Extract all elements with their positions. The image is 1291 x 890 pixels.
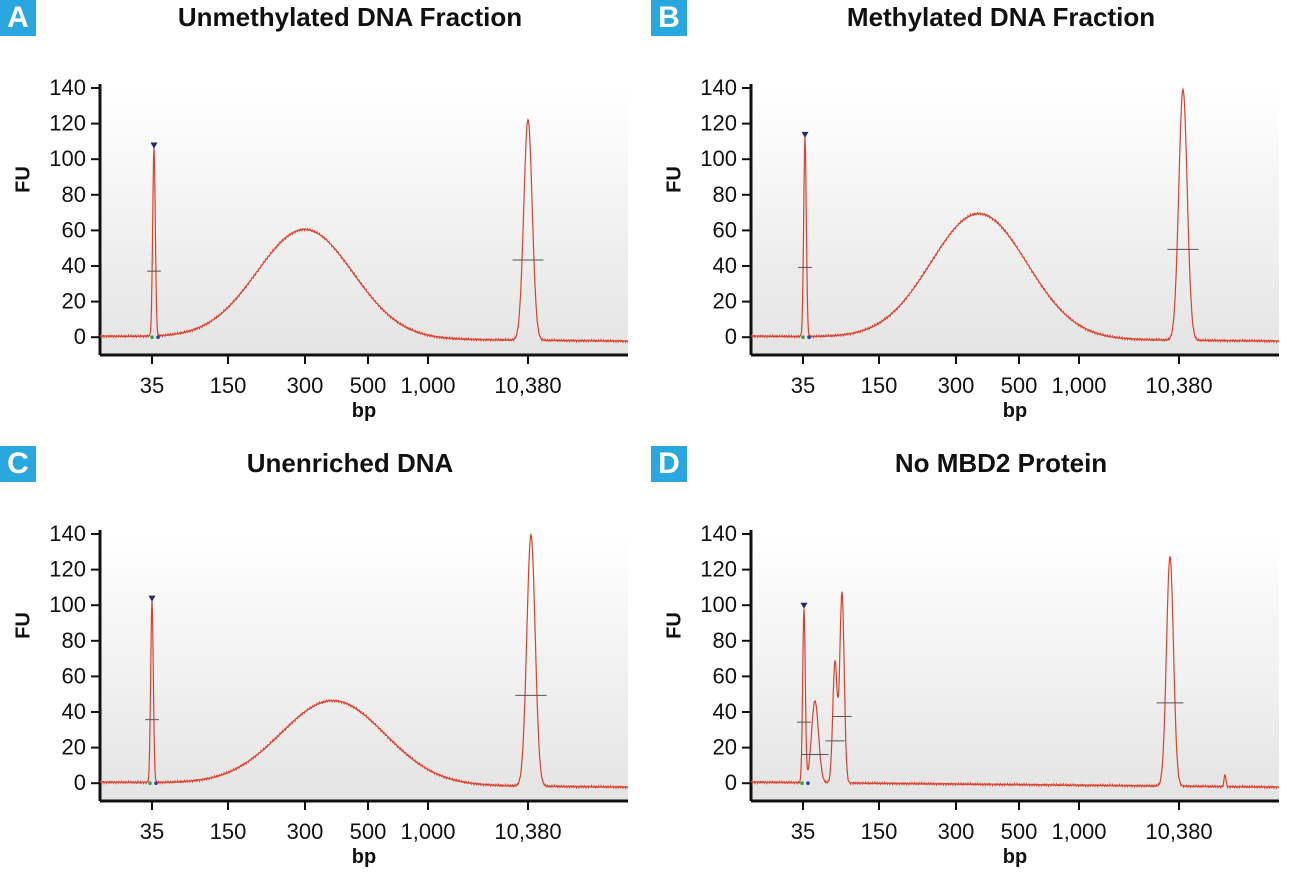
y-tick-label: 0 [725, 324, 737, 349]
y-tick-label: 140 [700, 75, 737, 100]
y-tick-label: 40 [713, 253, 737, 278]
chart-title: Methylated DNA Fraction [846, 2, 1156, 32]
y-tick-label: 80 [713, 628, 737, 653]
trace-line [750, 87, 1280, 344]
x-tick-label: 10,380 [1145, 373, 1212, 398]
peak-marker [148, 595, 156, 602]
x-tick-label: 500 [1001, 819, 1038, 844]
y-tick-label: 80 [713, 182, 737, 207]
y-tick-label: 120 [700, 557, 737, 582]
x-tick-label: 10,380 [494, 373, 561, 398]
chart-title: Unenriched DNA [246, 448, 454, 478]
y-tick-label: 60 [62, 217, 86, 242]
plot-area [100, 88, 628, 355]
y-tick-label: 40 [713, 699, 737, 724]
y-tick-label: 60 [713, 217, 737, 242]
x-tick-label: 35 [140, 373, 164, 398]
x-axis-label: bp [1002, 400, 1028, 422]
x-axis-label: bp [351, 846, 377, 868]
x-tick-label: 300 [287, 373, 324, 398]
y-tick-label: 40 [62, 253, 86, 278]
chart-title: No MBD2 Protein [894, 448, 1108, 478]
electropherogram-chart: 0 20 40 60 80 100 120 140 35 150 300 500 1,000 10,380 [700, 521, 1280, 844]
x-tick-label: 150 [861, 819, 898, 844]
x-tick-label: 1,000 [400, 819, 455, 844]
x-tick-label: 150 [210, 373, 247, 398]
trace-line [99, 532, 629, 790]
x-tick-label: 1,000 [1051, 819, 1106, 844]
y-tick-label: 80 [62, 182, 86, 207]
y-tick-label: 60 [62, 663, 86, 688]
x-tick-label: 35 [791, 819, 815, 844]
panel-c: C Unenriched DNA FU bp 0 20 40 60 80 100 120 14… [0, 446, 640, 886]
y-tick-label: 20 [62, 289, 86, 314]
x-tick-label: 500 [350, 373, 387, 398]
y-tick-label: 100 [49, 592, 86, 617]
x-tick-label: 1,000 [1051, 373, 1106, 398]
y-tick-label: 140 [49, 521, 86, 546]
y-tick-label: 60 [713, 663, 737, 688]
electropherogram-chart: 0 20 40 60 80 100 120 140 35 150 300 500 1,000 10,380 [700, 75, 1280, 398]
y-tick-label: 120 [49, 111, 86, 136]
x-tick-label: 300 [938, 373, 975, 398]
electropherogram-chart: 0 20 40 60 80 100 120 140 35 150 300 500 1,000 10,380 [49, 521, 629, 844]
peak-end-dot [154, 781, 158, 785]
panel-badge: B [651, 0, 687, 36]
x-tick-label: 500 [350, 819, 387, 844]
x-tick-label: 300 [287, 819, 324, 844]
plot-area [751, 534, 1279, 801]
y-tick-label: 80 [62, 628, 86, 653]
panel-b: B Methylated DNA Fraction FU bp 0 20 40 60 8… [651, 0, 1291, 440]
x-tick-label: 1,000 [400, 373, 455, 398]
y-tick-label: 20 [713, 289, 737, 314]
panel-badge: C [0, 446, 36, 482]
peak-marker [800, 602, 808, 609]
panel-d: D No MBD2 Protein FU bp 0 20 40 60 80 100 120 1… [651, 446, 1291, 886]
peak-end-dot [807, 335, 811, 340]
plot-area [100, 534, 628, 801]
y-tick-label: 20 [62, 735, 86, 760]
y-tick-label: 0 [74, 770, 86, 795]
chart-title: Unmethylated DNA Fraction [177, 2, 523, 32]
electropherogram-chart: 0 20 40 60 80 100 120 140 35 150 300 500 1,000 10,380 [49, 75, 629, 398]
peak-end-dot [806, 781, 810, 785]
y-tick-label: 120 [700, 111, 737, 136]
y-tick-label: 120 [49, 557, 86, 582]
peak-start-dot [800, 781, 804, 785]
y-tick-label: 100 [700, 146, 737, 171]
peak-marker [150, 142, 158, 149]
x-tick-label: 35 [791, 373, 815, 398]
x-tick-label: 150 [861, 373, 898, 398]
x-axis-label: bp [1002, 846, 1028, 868]
y-tick-label: 0 [74, 324, 86, 349]
x-axis-label: bp [351, 400, 377, 422]
y-tick-label: 0 [725, 770, 737, 795]
peak-start-dot [150, 335, 154, 340]
trace-line [99, 118, 629, 344]
x-tick-label: 500 [1001, 373, 1038, 398]
plot-area [751, 88, 1279, 355]
y-tick-label: 20 [713, 735, 737, 760]
panel-badge: A [0, 0, 36, 36]
peak-start-dot [801, 335, 805, 340]
panel-a: A Unmethylated DNA Fraction FU bp 0 20 40 6… [0, 0, 640, 440]
panel-badge: D [651, 446, 687, 482]
y-tick-label: 40 [62, 699, 86, 724]
x-tick-label: 10,380 [494, 819, 561, 844]
peak-marker [801, 131, 809, 138]
x-tick-label: 300 [938, 819, 975, 844]
peak-end-dot [156, 335, 160, 340]
y-tick-label: 140 [49, 75, 86, 100]
x-tick-label: 10,380 [1145, 819, 1212, 844]
y-tick-label: 100 [700, 592, 737, 617]
x-tick-label: 150 [210, 819, 247, 844]
y-tick-label: 140 [700, 521, 737, 546]
y-tick-label: 100 [49, 146, 86, 171]
peak-start-dot [148, 781, 152, 785]
trace-line [750, 556, 1280, 790]
x-tick-label: 35 [140, 819, 164, 844]
